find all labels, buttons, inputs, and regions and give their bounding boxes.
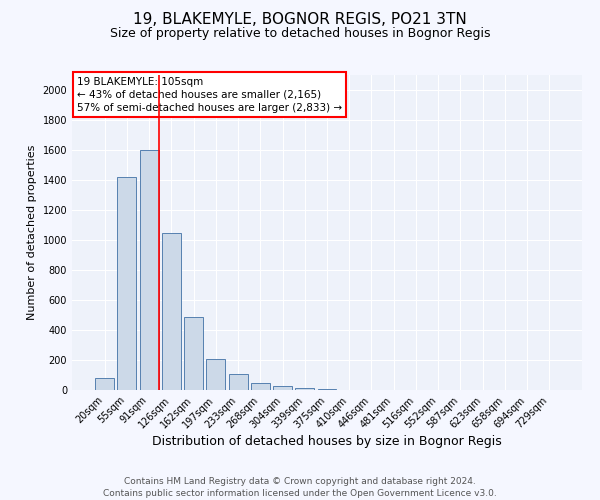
Y-axis label: Number of detached properties: Number of detached properties (27, 145, 37, 320)
Bar (162, 232, 181, 390)
Text: 19 BLAKEMYLE: 105sqm
← 43% of detached houses are smaller (2,165)
57% of semi-de: 19 BLAKEMYLE: 105sqm ← 43% of detached h… (77, 76, 342, 113)
Bar (140, 150, 158, 390)
Bar (251, 383, 270, 390)
Bar (118, 177, 136, 390)
Bar (317, 388, 337, 390)
Bar (229, 374, 248, 390)
Bar (295, 388, 314, 390)
X-axis label: Distribution of detached houses by size in Bognor Regis: Distribution of detached houses by size … (152, 436, 502, 448)
Bar (206, 359, 225, 390)
Text: 19, BLAKEMYLE, BOGNOR REGIS, PO21 3TN: 19, BLAKEMYLE, BOGNOR REGIS, PO21 3TN (133, 12, 467, 28)
Text: Size of property relative to detached houses in Bognor Regis: Size of property relative to detached ho… (110, 28, 490, 40)
Text: Contains HM Land Registry data © Crown copyright and database right 2024.
Contai: Contains HM Land Registry data © Crown c… (103, 478, 497, 498)
Bar (184, 316, 203, 390)
Bar (95, 378, 114, 390)
Bar (273, 386, 292, 390)
